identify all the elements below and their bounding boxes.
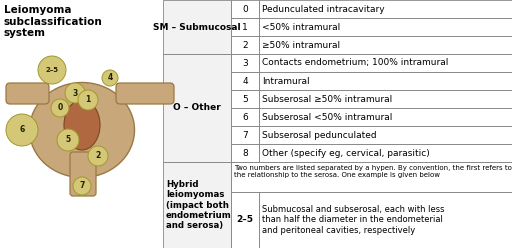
Bar xyxy=(231,36,259,54)
Bar xyxy=(259,144,512,162)
Text: Hybrid
leiomyomas
(impact both
endometrium
and serosa): Hybrid leiomyomas (impact both endometri… xyxy=(166,180,232,230)
Text: 8: 8 xyxy=(242,149,248,157)
Bar xyxy=(231,0,259,18)
Text: SM – Submucosal: SM – Submucosal xyxy=(153,23,241,31)
Bar xyxy=(231,72,259,90)
Text: Subserosal pedunculated: Subserosal pedunculated xyxy=(262,130,377,139)
Circle shape xyxy=(65,83,85,103)
Bar xyxy=(259,90,512,108)
Bar xyxy=(259,0,512,18)
FancyBboxPatch shape xyxy=(70,152,96,196)
Ellipse shape xyxy=(30,83,135,178)
Bar xyxy=(231,54,259,72)
Text: 4: 4 xyxy=(242,76,248,86)
Bar xyxy=(231,144,259,162)
Bar xyxy=(231,126,259,144)
Text: ≥50% intramural: ≥50% intramural xyxy=(262,40,340,50)
Text: O – Other: O – Other xyxy=(173,103,221,113)
Text: 7: 7 xyxy=(79,182,84,190)
Bar xyxy=(259,192,512,248)
FancyBboxPatch shape xyxy=(116,83,174,104)
Circle shape xyxy=(6,114,38,146)
Bar xyxy=(259,36,512,54)
Bar xyxy=(259,126,512,144)
Bar xyxy=(163,54,231,162)
Text: 2–5: 2–5 xyxy=(46,67,58,73)
Ellipse shape xyxy=(64,100,100,150)
Text: 5: 5 xyxy=(66,135,71,145)
Bar xyxy=(259,144,512,162)
Bar xyxy=(259,36,512,54)
Text: 7: 7 xyxy=(242,130,248,139)
Bar xyxy=(231,192,259,248)
Bar xyxy=(231,18,259,36)
Text: Pedunculated intracavitary: Pedunculated intracavitary xyxy=(262,4,385,13)
Text: 5: 5 xyxy=(242,94,248,103)
Text: Subserosal <50% intramural: Subserosal <50% intramural xyxy=(262,113,392,122)
Bar xyxy=(231,90,259,108)
Text: Other (specify eg, cervical, parasitic): Other (specify eg, cervical, parasitic) xyxy=(262,149,430,157)
Bar xyxy=(259,0,512,18)
Bar xyxy=(231,54,259,72)
Circle shape xyxy=(78,90,98,110)
Circle shape xyxy=(57,129,79,151)
Bar xyxy=(231,90,259,108)
Text: 3: 3 xyxy=(72,89,78,97)
Bar xyxy=(231,108,259,126)
Circle shape xyxy=(102,70,118,86)
Text: Contacts endometrium; 100% intramural: Contacts endometrium; 100% intramural xyxy=(262,59,449,67)
Bar xyxy=(163,0,231,54)
Text: 1: 1 xyxy=(86,95,91,104)
Text: 2–5: 2–5 xyxy=(237,216,253,224)
FancyBboxPatch shape xyxy=(6,83,49,104)
Text: Submucosal and subserosal, each with less
than half the diameter in the endomete: Submucosal and subserosal, each with les… xyxy=(262,205,444,235)
Circle shape xyxy=(88,146,108,166)
Text: 6: 6 xyxy=(242,113,248,122)
Text: 3: 3 xyxy=(242,59,248,67)
Bar xyxy=(259,90,512,108)
Text: 0: 0 xyxy=(242,4,248,13)
Circle shape xyxy=(38,56,66,84)
Bar xyxy=(231,162,512,192)
Bar xyxy=(259,54,512,72)
Bar xyxy=(163,162,231,248)
Bar xyxy=(163,54,231,162)
Bar xyxy=(259,108,512,126)
Bar xyxy=(231,0,259,18)
Text: 2: 2 xyxy=(95,152,101,160)
Bar xyxy=(231,126,259,144)
Text: 4: 4 xyxy=(108,73,113,83)
Text: 0: 0 xyxy=(57,103,62,113)
Text: 6: 6 xyxy=(19,125,25,134)
Bar xyxy=(231,192,259,248)
Bar xyxy=(259,18,512,36)
Bar xyxy=(259,108,512,126)
Circle shape xyxy=(73,177,91,195)
Text: 1: 1 xyxy=(242,23,248,31)
Bar xyxy=(163,0,231,54)
Bar xyxy=(259,54,512,72)
Bar xyxy=(259,18,512,36)
Bar xyxy=(231,72,259,90)
Bar xyxy=(163,162,231,248)
Bar xyxy=(231,144,259,162)
Text: Two numbers are listed separated by a hypen. By convention, the first refers to : Two numbers are listed separated by a hy… xyxy=(234,165,512,178)
Text: Leiomyoma
subclassification
system: Leiomyoma subclassification system xyxy=(4,5,103,38)
Bar xyxy=(259,126,512,144)
Circle shape xyxy=(51,99,69,117)
Bar xyxy=(231,108,259,126)
Text: <50% intramural: <50% intramural xyxy=(262,23,340,31)
Text: Subserosal ≥50% intramural: Subserosal ≥50% intramural xyxy=(262,94,392,103)
Text: Intramural: Intramural xyxy=(262,76,310,86)
Bar xyxy=(259,72,512,90)
Bar xyxy=(231,18,259,36)
Bar xyxy=(259,192,512,248)
Text: 2: 2 xyxy=(242,40,248,50)
Bar xyxy=(231,162,512,192)
Bar xyxy=(259,72,512,90)
Bar xyxy=(231,36,259,54)
